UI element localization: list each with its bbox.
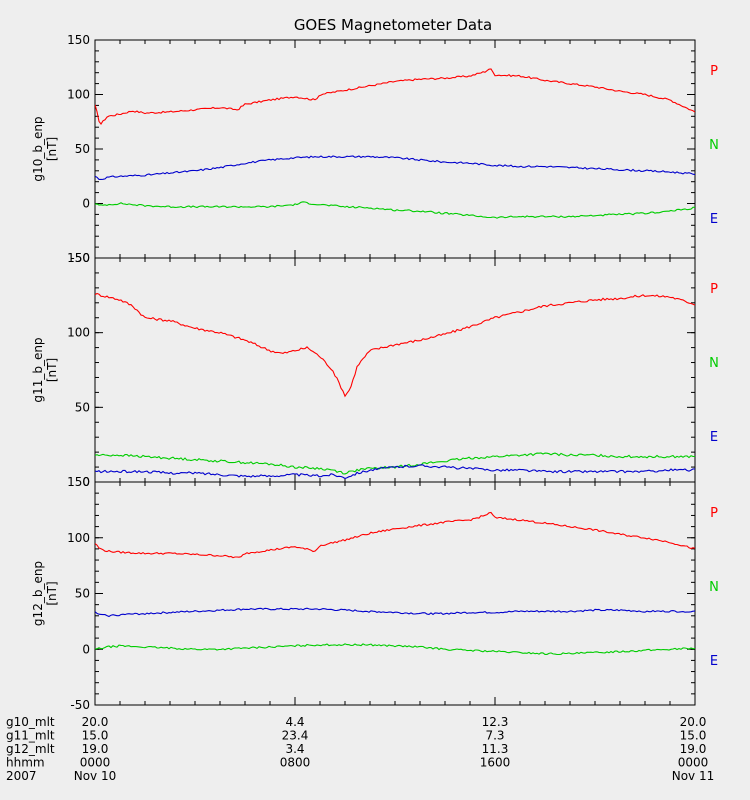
footer-value: 23.4 (282, 729, 309, 743)
footer-value: 7.3 (485, 729, 504, 743)
y-tick-label: 100 (67, 88, 90, 102)
series-line-E (95, 464, 695, 480)
y-tick-label: 100 (67, 326, 90, 340)
y-tick-label: 150 (67, 33, 90, 47)
y-axis-unit: [nT] (45, 137, 59, 161)
y-tick-label: 0 (82, 642, 90, 656)
series-line-E (95, 155, 695, 180)
footer-value: 20.0 (680, 715, 707, 729)
legend-E: E (710, 430, 718, 445)
legend-N: N (709, 356, 719, 371)
footer-value: 1600 (480, 756, 511, 770)
footer-row-label: 2007 (6, 769, 37, 783)
footer-value: 19.0 (82, 742, 109, 756)
y-tick-label: 150 (67, 475, 90, 489)
series-line-N (95, 643, 695, 656)
y-tick-label: 50 (75, 142, 90, 156)
legend-P: P (710, 282, 718, 297)
footer-value: Nov 10 (74, 769, 117, 783)
footer-value: Nov 11 (672, 769, 715, 783)
panel-frame (94, 481, 696, 706)
y-axis-label: g10_b_enp (31, 116, 45, 181)
y-axis-unit: [nT] (45, 358, 59, 382)
footer-value: 3.4 (285, 742, 304, 756)
legend-P: P (710, 64, 718, 79)
series-line-N (95, 452, 695, 475)
y-tick-label: 0 (82, 475, 90, 489)
footer-value: 15.0 (82, 729, 109, 743)
footer-value: 15.0 (680, 729, 707, 743)
series-line-E (95, 607, 695, 618)
footer-value: 12.3 (482, 715, 509, 729)
panel-3: -50 0 50 100 150 g12_b_enp [nT] P N E (31, 475, 719, 712)
legend-N: N (709, 580, 719, 595)
panel-2: 0 50 100 150 g11_b_enp [nT] P N E (31, 251, 719, 489)
legend-P: P (710, 506, 718, 521)
y-tick-label: -50 (70, 251, 90, 265)
panel-1: -50 0 50 100 150 g10_b_enp [nT] P N E (31, 33, 719, 265)
y-tick-label: 150 (67, 251, 90, 265)
footer-value: 0000 (678, 756, 709, 770)
footer-value: 4.4 (285, 715, 304, 729)
footer-value: 20.0 (82, 715, 109, 729)
y-axis-unit: [nT] (45, 581, 59, 605)
legend-E: E (710, 654, 718, 669)
footer-value: 0800 (280, 756, 311, 770)
y-tick-label: 100 (67, 531, 90, 545)
legend-E: E (710, 212, 718, 227)
y-axis-label: g11_b_enp (31, 337, 45, 402)
y-axis-label: g12_b_enp (31, 561, 45, 626)
series-line-P (95, 292, 695, 398)
legend-N: N (709, 138, 719, 153)
y-tick-label: 50 (75, 400, 90, 414)
footer-row-label: hhmm (6, 756, 45, 770)
footer-row-label: g10_mlt (6, 715, 55, 729)
footer-value: 19.0 (680, 742, 707, 756)
footer-value: 0000 (80, 756, 111, 770)
footer-row-label: g12_mlt (6, 742, 55, 756)
y-tick-label: 50 (75, 587, 90, 601)
y-tick-label: -50 (70, 698, 90, 712)
footer-row-label: g11_mlt (6, 729, 55, 743)
y-tick-label: 0 (82, 197, 90, 211)
panel-frame (94, 39, 696, 259)
footer-value: 11.3 (482, 742, 509, 756)
chart-title: GOES Magnetometer Data (294, 16, 492, 34)
series-line-N (95, 201, 695, 219)
panel-frame (94, 257, 696, 483)
footer-table: g10_mlt 20.0 4.4 12.3 20.0 g11_mlt 15.0 23.4 7.3… (6, 715, 714, 783)
series-line-P (95, 68, 695, 125)
series-line-P (95, 511, 695, 559)
